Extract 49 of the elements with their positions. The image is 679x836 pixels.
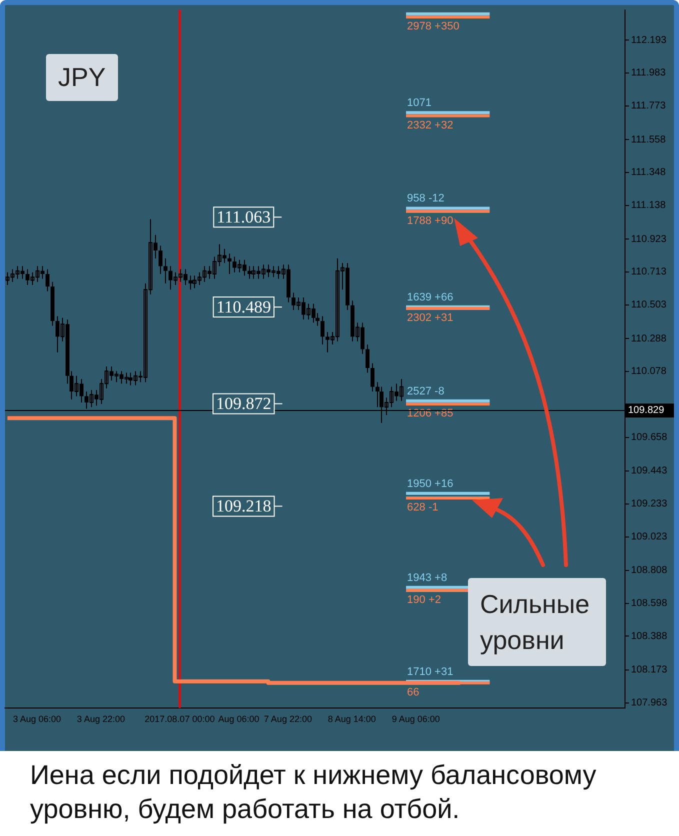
annotation: 66 [407, 686, 420, 698]
x-tick-label: Aug 06:00 [218, 714, 260, 724]
annotation: 2332 +32 [407, 119, 454, 132]
x-tick-label: 8 Aug 14:00 [328, 714, 376, 724]
text: JPY [46, 54, 118, 101]
annotation: 1639 +66 [407, 291, 454, 304]
y-tick-label: 109.443 [631, 466, 668, 477]
y-tick-label: 110.078 [631, 366, 667, 378]
annotation: 2302 +31 [407, 312, 454, 324]
y-tick-label: 112.193 [631, 34, 667, 46]
annotation: 1788 +90 [407, 214, 454, 227]
y-tick-label: 111.348 [631, 167, 666, 178]
ref-line-label: 109.872 [216, 394, 272, 414]
annotation: 1950 +16 [407, 478, 454, 490]
annotation: Сильные уровни [468, 578, 606, 666]
x-tick-label: 2017.08.07 00:00 [144, 714, 215, 724]
y-tick-label: 109.658 [631, 432, 668, 444]
x-tick-label: 3 Aug 22:00 [76, 714, 125, 724]
y-tick-label: 110.288 [631, 333, 667, 344]
x-tick-label: 9 Aug 06:00 [392, 714, 440, 724]
annotation: 1071 [407, 97, 432, 110]
y-tick-label: 108.173 [631, 664, 668, 676]
ref-line-label: 109.829 [628, 405, 665, 416]
annotation: 2527 -8 [407, 385, 444, 398]
text: Иена если подойдет к нижнему балансовому уровню, будем работать на отбой. [30, 759, 598, 826]
ref-line-label: 109.218 [216, 496, 272, 516]
annotation: 1710 +31 [407, 666, 454, 678]
y-tick-label: 110.713 [631, 266, 667, 278]
annotation: 628 -1 [407, 502, 438, 514]
annotation: 958 -12 [407, 192, 444, 205]
y-tick-label: 111.983 [631, 68, 666, 79]
annotation: 190 +2 [407, 594, 441, 606]
y-tick-label: 109.023 [631, 532, 668, 542]
y-tick-label: 109.233 [631, 498, 668, 510]
y-tick-label: 111.558 [631, 134, 666, 146]
annotation: 2978 +350 [407, 20, 460, 33]
annotation: 1943 +8 [407, 572, 448, 584]
y-tick-label: 108.598 [631, 598, 668, 610]
x-tick-label: 7 Aug 22:00 [264, 714, 312, 724]
ref-line-label: 111.063 [216, 208, 271, 227]
y-tick-label: 110.923 [631, 234, 667, 245]
y-tick-label: 108.388 [631, 630, 668, 642]
ref-line-label: 110.489 [216, 298, 271, 317]
y-tick-label: 111.773 [631, 100, 666, 112]
x-tick-label: 3 Aug 06:00 [12, 714, 62, 724]
y-tick-label: 111.138 [631, 200, 666, 212]
y-tick-label: 110.503 [631, 300, 667, 311]
y-tick-label: 107.963 [631, 698, 668, 709]
y-tick-label: 108.808 [631, 565, 668, 576]
